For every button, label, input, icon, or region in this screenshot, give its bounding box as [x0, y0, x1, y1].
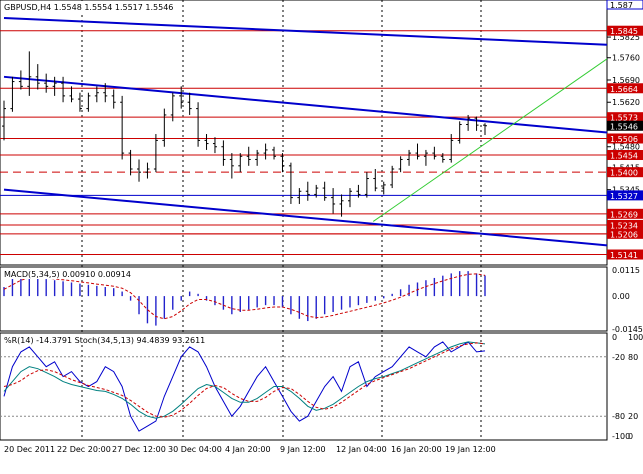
- macd-signal-line: [3, 273, 486, 320]
- price-tick-0: 1.5825: [612, 33, 640, 42]
- horizontal-levels: [0, 30, 607, 256]
- main-title-box: GBPUSD,H4 1.5548 1.5554 1.5517 1.5546: [2, 1, 173, 12]
- osc-tick-0: 0: [612, 333, 617, 342]
- level-label-box-1: [607, 83, 643, 94]
- time-axis: 20 Dec 2011 22 Dec 20:00 27 Dec 12:00 30 De…: [4, 445, 496, 454]
- price-candles: [2, 51, 487, 217]
- level-label-5: 1.5400: [610, 169, 638, 178]
- level-label-10: 1.5141: [610, 251, 638, 260]
- osc-line-1: [3, 341, 486, 419]
- trendline-2: [3, 188, 607, 247]
- main-pane-frame: [0, 0, 608, 266]
- level-label-3: 1.5506: [610, 135, 638, 144]
- level-label-box-10: [607, 249, 643, 260]
- level-label-box-5: [607, 167, 643, 178]
- osc-tick-1: -20: [612, 353, 625, 362]
- main-title: GBPUSD,H4 1.5548 1.5554 1.5517 1.5546: [4, 3, 173, 12]
- current-price-box: [607, 120, 643, 131]
- stoch-tick-0: 100: [628, 333, 643, 342]
- level-label-7: 1.5269: [610, 210, 638, 219]
- time-tick-6: 12 Jan 04:00: [336, 445, 387, 454]
- top-partial-label: 1.587: [610, 1, 633, 10]
- time-tick-3: 30 Dec 04:00: [168, 445, 222, 454]
- osc-tick-2: -80: [612, 412, 625, 421]
- stoch-tick-1: 80: [628, 353, 638, 362]
- macd-title: MACD(5,34,5) 0.00910 0.00914: [4, 270, 131, 279]
- macd-tick-0: 0.0115: [612, 266, 640, 275]
- price-tick-1: 1.5760: [612, 54, 640, 63]
- osc-title: %R(14) -14.3791 Stoch(34,5,13) 94.4839 9…: [4, 336, 205, 345]
- price-tick-4: 1.5480: [612, 143, 640, 152]
- price-tick-6: 1.5345: [612, 186, 640, 195]
- level-label-box-8: [607, 219, 643, 230]
- time-tick-8: 19 Jan 12:00: [445, 445, 496, 454]
- level-label-box-4: [607, 150, 643, 161]
- trendline-3: [372, 58, 607, 222]
- current-price-label: 1.5546: [610, 122, 638, 131]
- price-tick-2: 1.5690: [612, 76, 640, 85]
- macd-title-box: MACD(5,34,5) 0.00910 0.00914: [2, 268, 131, 279]
- level-label-4: 1.5454: [610, 152, 638, 161]
- oscillator-axis: 0 -20 -80 -100 100 80 20 0: [612, 333, 643, 441]
- level-label-8: 1.5234: [610, 221, 638, 230]
- level-label-0: 1.5845: [610, 27, 638, 36]
- oscillator-lines: [0, 341, 607, 432]
- macd-axis: 0.0115 0.00 -0.0145: [612, 266, 643, 334]
- osc-title-box: %R(14) -14.3791 Stoch(34,5,13) 94.4839 9…: [2, 334, 205, 345]
- macd-tick-2: -0.0145: [612, 325, 643, 334]
- macd-tick-1: 0.00: [612, 292, 630, 301]
- time-tick-5: 9 Jan 12:00: [280, 445, 326, 454]
- osc-line-2: [3, 342, 486, 418]
- time-tick-0: 20 Dec 2011: [4, 445, 55, 454]
- level-label-box-7: [607, 208, 643, 219]
- time-tick-1: 22 Dec 20:00: [57, 445, 111, 454]
- macd-histogram: [3, 271, 486, 326]
- price-tick-3: 1.5620: [612, 98, 640, 107]
- time-tick-7: 16 Jan 20:00: [391, 445, 442, 454]
- osc-tick-3: -100: [612, 432, 630, 441]
- level-label-box-2: [607, 112, 643, 123]
- level-label-box-0: [607, 25, 643, 36]
- stoch-tick-2: 20: [628, 412, 638, 421]
- level-label-6: 1.5327: [610, 192, 638, 201]
- time-tick-2: 27 Dec 12:00: [112, 445, 166, 454]
- level-label-box-9: [607, 228, 643, 239]
- level-label-1: 1.5664: [610, 85, 638, 94]
- level-label-9: 1.5206: [610, 230, 638, 239]
- stoch-tick-3: 0: [628, 432, 633, 441]
- trendline-0: [3, 17, 607, 46]
- level-label-box-6: [607, 190, 643, 201]
- top-partial-box: [606, 0, 643, 10]
- vertical-gridlines: [81, 0, 482, 440]
- level-label-2: 1.5573: [610, 114, 638, 123]
- time-tick-4: 4 Jan 20:00: [225, 445, 271, 454]
- price-axis: 1.58251.57601.56901.56201.54801.54151.53…: [606, 0, 643, 261]
- osc-pane-frame: [0, 332, 608, 441]
- level-label-box-3: [607, 133, 643, 144]
